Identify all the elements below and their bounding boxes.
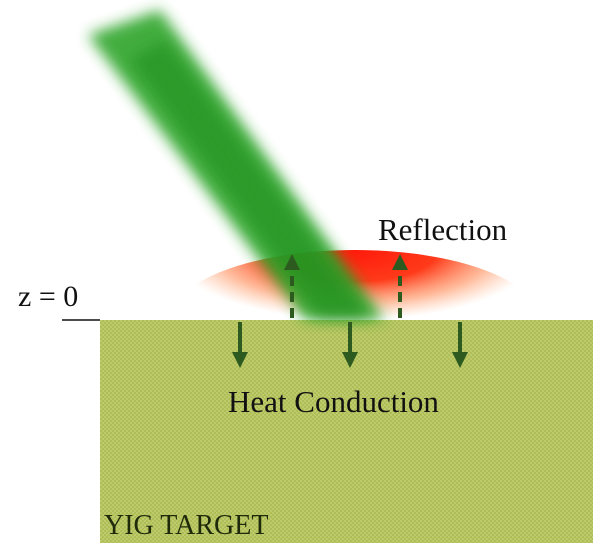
- reflection-label: Reflection: [378, 212, 508, 247]
- z-label: z = 0: [18, 280, 78, 313]
- target-label: YIG TARGET: [104, 510, 268, 541]
- heat-conduction-label: Heat Conduction: [228, 384, 439, 419]
- diagram: Reflection z = 0 Heat Conduction YIG TAR…: [0, 0, 593, 543]
- page: Reflection z = 0 Heat Conduction YIG TAR…: [0, 0, 593, 543]
